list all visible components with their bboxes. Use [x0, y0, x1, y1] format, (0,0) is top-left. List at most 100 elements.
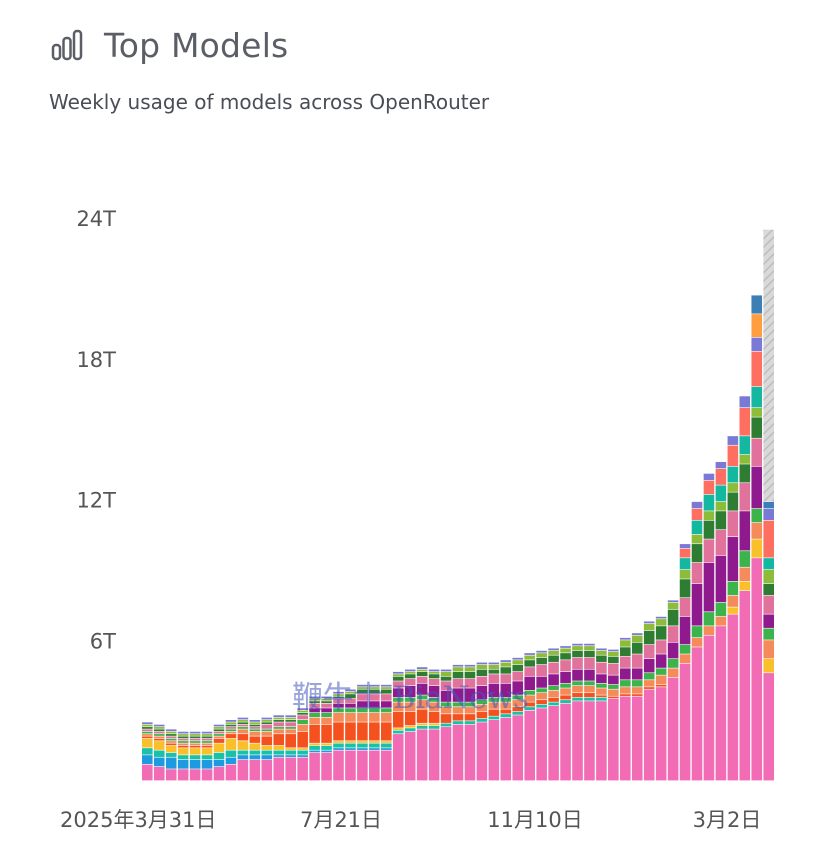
bar-segment[interactable]: [643, 630, 655, 645]
bar-segment[interactable]: [249, 720, 261, 722]
bar-segment[interactable]: [237, 720, 249, 722]
bar-segment[interactable]: [357, 741, 368, 743]
bar-segment[interactable]: [381, 689, 392, 694]
bar-segment[interactable]: [739, 581, 751, 591]
bar-segment[interactable]: [201, 745, 213, 748]
bar-segment[interactable]: [177, 738, 189, 741]
bar-segment[interactable]: [142, 727, 153, 729]
bar-segment[interactable]: [309, 696, 320, 699]
bar-segment[interactable]: [321, 703, 332, 708]
bar-segment[interactable]: [177, 743, 189, 746]
bar-segment[interactable]: [297, 750, 308, 755]
bar-segment[interactable]: [655, 619, 667, 626]
bar-segment[interactable]: [225, 727, 237, 729]
bar-segment[interactable]: [751, 539, 763, 558]
bar-segment[interactable]: [643, 623, 655, 631]
bar-segment[interactable]: [691, 562, 703, 584]
bar-segment[interactable]: [512, 695, 524, 700]
bar-segment[interactable]: [476, 669, 488, 677]
bar-segment[interactable]: [643, 644, 655, 659]
bar-segment[interactable]: [643, 673, 655, 680]
bar-segment[interactable]: [560, 660, 571, 672]
bar-segment[interactable]: [213, 766, 225, 781]
bar-segment[interactable]: [751, 466, 763, 509]
bar-segment[interactable]: [667, 642, 679, 659]
bar-segment[interactable]: [703, 612, 715, 626]
bar-segment[interactable]: [321, 701, 332, 703]
bar-segment[interactable]: [309, 745, 320, 750]
bar-segment[interactable]: [392, 711, 404, 728]
bar-segment[interactable]: [536, 693, 547, 700]
bar-segment[interactable]: [369, 743, 380, 748]
bar-segment[interactable]: [679, 644, 691, 654]
bar-segment[interactable]: [715, 501, 727, 511]
bar-segment[interactable]: [153, 741, 165, 750]
bar-segment[interactable]: [763, 569, 774, 584]
bar-segment[interactable]: [261, 755, 273, 760]
bar-segment[interactable]: [667, 677, 679, 781]
bar-segment[interactable]: [142, 736, 153, 739]
bar-segment[interactable]: [727, 466, 739, 483]
bar-segment[interactable]: [548, 655, 559, 662]
bar-segment[interactable]: [273, 720, 285, 722]
bar-segment[interactable]: [655, 687, 667, 781]
bar-segment[interactable]: [381, 701, 392, 708]
bar-segment[interactable]: [763, 501, 774, 509]
bar-segment[interactable]: [631, 687, 643, 694]
bar-segment[interactable]: [679, 663, 691, 781]
bar-segment[interactable]: [345, 743, 356, 748]
bar-segment[interactable]: [620, 647, 631, 657]
bar-segment[interactable]: [321, 752, 332, 781]
bar-segment[interactable]: [572, 697, 583, 701]
bar-segment[interactable]: [201, 759, 213, 769]
bar-segment[interactable]: [249, 731, 261, 736]
bar-segment[interactable]: [500, 662, 512, 667]
bar-segment[interactable]: [763, 614, 774, 628]
bar-segment[interactable]: [273, 745, 285, 750]
bar-segment[interactable]: [560, 688, 571, 695]
bar-segment[interactable]: [357, 689, 368, 694]
bar-segment[interactable]: [177, 741, 189, 743]
bar-segment[interactable]: [727, 537, 739, 581]
bar-segment[interactable]: [392, 676, 404, 681]
bar-segment[interactable]: [608, 684, 619, 689]
bar-segment[interactable]: [261, 717, 273, 720]
bar-segment[interactable]: [572, 701, 583, 781]
bar-segment[interactable]: [500, 667, 512, 674]
bar-segment[interactable]: [404, 671, 416, 674]
bar-segment[interactable]: [703, 626, 715, 635]
bar-segment[interactable]: [464, 667, 476, 672]
bar-segment[interactable]: [321, 745, 332, 750]
bar-segment[interactable]: [369, 722, 380, 741]
bar-segment[interactable]: [608, 689, 619, 696]
bar-segment[interactable]: [631, 696, 643, 781]
bar-segment[interactable]: [560, 653, 571, 660]
bar-segment[interactable]: [201, 741, 213, 743]
bar-segment[interactable]: [225, 750, 237, 757]
bar-segment[interactable]: [142, 731, 153, 734]
bar-segment[interactable]: [249, 743, 261, 750]
bar-segment[interactable]: [428, 702, 440, 712]
bar-segment[interactable]: [691, 534, 703, 544]
bar-segment[interactable]: [703, 494, 715, 511]
bar-segment[interactable]: [165, 752, 177, 757]
bar-segment[interactable]: [464, 702, 476, 707]
bar-segment[interactable]: [452, 678, 464, 688]
bar-segment[interactable]: [679, 569, 691, 579]
bar-segment[interactable]: [452, 721, 464, 725]
bar-segment[interactable]: [631, 694, 643, 696]
bar-segment[interactable]: [333, 712, 344, 722]
bar-segment[interactable]: [416, 676, 428, 684]
bar-segment[interactable]: [679, 616, 691, 645]
bar-segment[interactable]: [201, 731, 213, 734]
bar-segment[interactable]: [381, 750, 392, 781]
bar-segment[interactable]: [285, 727, 296, 729]
bar-segment[interactable]: [428, 685, 440, 698]
bar-segment[interactable]: [548, 702, 559, 706]
bar-segment[interactable]: [655, 654, 667, 668]
bar-segment[interactable]: [428, 711, 440, 723]
bar-segment[interactable]: [596, 683, 607, 688]
bar-segment[interactable]: [536, 708, 547, 781]
bar-segment[interactable]: [608, 675, 619, 685]
bar-segment[interactable]: [392, 728, 404, 730]
